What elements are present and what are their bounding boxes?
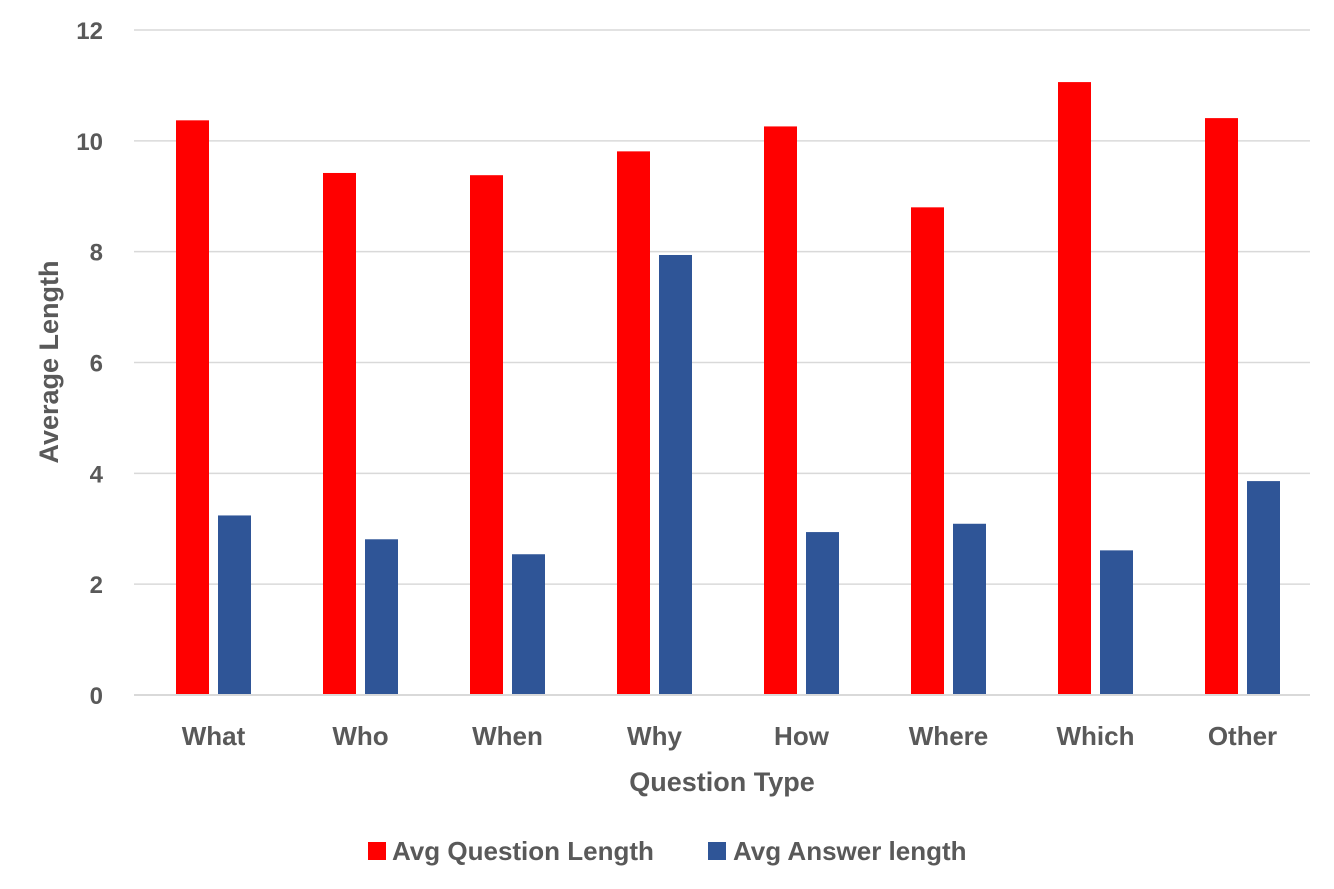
x-category-label: Which [1057,721,1135,751]
bar-answer-what [218,515,251,695]
y-axis-title: Average Length [34,260,64,463]
legend-swatch-question [368,842,386,860]
bar-question-why [617,151,650,696]
x-category-label: What [182,721,246,751]
bar-question-where [911,207,944,696]
bar-answer-where [953,523,986,695]
x-category-label: When [472,721,543,751]
x-category-label: Why [627,721,682,751]
y-tick-label: 10 [76,129,103,156]
y-tick-label: 4 [90,461,104,488]
y-tick-label: 6 [90,351,103,378]
y-axis-ticks: 0 2 4 6 8 10 12 [76,18,103,710]
bars [176,82,1280,696]
bar-answer-when [512,554,545,695]
bar-question-which [1058,82,1091,695]
y-tick-label: 2 [90,572,103,599]
y-tick-label: 8 [90,240,103,267]
gridlines [134,29,1310,585]
bar-answer-how [806,532,839,695]
bar-answer-other [1247,481,1280,695]
y-tick-label: 12 [76,18,103,45]
x-axis-categories: What Who When Why How Where Which Other [182,721,1277,751]
x-category-label: How [774,721,830,751]
x-category-label: Other [1208,721,1277,751]
bar-question-when [470,175,503,696]
legend: Avg Question Length Avg Answer length [368,836,967,866]
legend-swatch-answer [708,842,726,860]
bar-answer-which [1100,550,1133,695]
x-axis-title: Question Type [629,767,815,797]
bar-answer-why [659,254,692,695]
bar-question-what [176,120,209,696]
legend-label-question: Avg Question Length [392,836,654,866]
y-tick-label: 0 [90,683,103,710]
legend-label-answer: Avg Answer length [733,836,967,866]
bar-question-other [1205,118,1238,696]
x-category-label: Who [332,721,388,751]
bar-question-how [764,126,797,696]
bar-question-who [323,172,356,696]
bar-answer-who [365,539,398,695]
x-category-label: Where [909,721,988,751]
